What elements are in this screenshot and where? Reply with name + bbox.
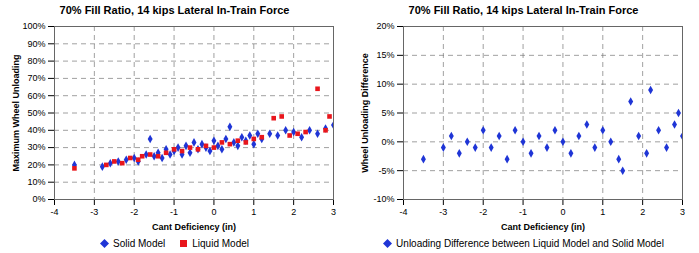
- svg-text:0: 0: [211, 207, 216, 217]
- svg-text:-2: -2: [479, 207, 487, 217]
- svg-text:-5%: -5%: [378, 166, 394, 176]
- svg-text:-4: -4: [50, 207, 58, 217]
- svg-text:20%: 20%: [376, 21, 394, 31]
- svg-text:40%: 40%: [27, 125, 45, 135]
- svg-text:20%: 20%: [27, 160, 45, 170]
- svg-text:60%: 60%: [27, 91, 45, 101]
- svg-text:1: 1: [251, 207, 256, 217]
- svg-text:10%: 10%: [27, 177, 45, 187]
- svg-text:0: 0: [560, 207, 565, 217]
- svg-text:-3: -3: [90, 207, 98, 217]
- svg-text:5%: 5%: [381, 108, 394, 118]
- svg-text:-1: -1: [170, 207, 178, 217]
- html-text:Solid Model: Solid Model: [113, 237, 166, 249]
- svg-text:0%: 0%: [381, 137, 394, 147]
- html-text:70% Fill Ratio, 14 kips Latera: 70% Fill Ratio, 14 kips Lateral In-Train…: [408, 4, 639, 16]
- svg-text:-1: -1: [519, 207, 527, 217]
- svg-text:3: 3: [331, 207, 336, 217]
- svg-text:0%: 0%: [32, 194, 45, 204]
- svg-text:-4: -4: [399, 207, 407, 217]
- svg-text:30%: 30%: [27, 142, 45, 152]
- svg-text:-2: -2: [130, 207, 138, 217]
- svg-text:50%: 50%: [27, 108, 45, 118]
- svg-text:Cant Deficiency (in): Cant Deficiency (in): [152, 222, 236, 232]
- svg-text:-3: -3: [439, 207, 447, 217]
- svg-text:3: 3: [680, 207, 685, 217]
- svg-text:70%: 70%: [27, 73, 45, 83]
- svg-text:80%: 80%: [27, 56, 45, 66]
- svg-text:100%: 100%: [22, 21, 45, 31]
- svg-text:2: 2: [291, 207, 296, 217]
- html-text:Liquid Model: Liquid Model: [192, 237, 249, 249]
- html-text:70% Fill Ratio, 14 kips Latera: 70% Fill Ratio, 14 kips Lateral In-Train…: [59, 4, 290, 16]
- svg-text:Cant Deficiency (in): Cant Deficiency (in): [501, 222, 585, 232]
- svg-text:-10%: -10%: [373, 194, 394, 204]
- svg-text:90%: 90%: [27, 39, 45, 49]
- svg-text:15%: 15%: [376, 50, 394, 60]
- svg-text:Wheel Unloading Difference: Wheel Unloading Difference: [360, 53, 370, 173]
- svg-text:Maximum Wheel Unloading: Maximum Wheel Unloading: [11, 54, 21, 171]
- html-text:Unloading Difference between L: Unloading Difference between Liquid Mode…: [396, 237, 664, 249]
- svg-text:2: 2: [640, 207, 645, 217]
- svg-text:10%: 10%: [376, 79, 394, 89]
- svg-text:1: 1: [600, 207, 605, 217]
